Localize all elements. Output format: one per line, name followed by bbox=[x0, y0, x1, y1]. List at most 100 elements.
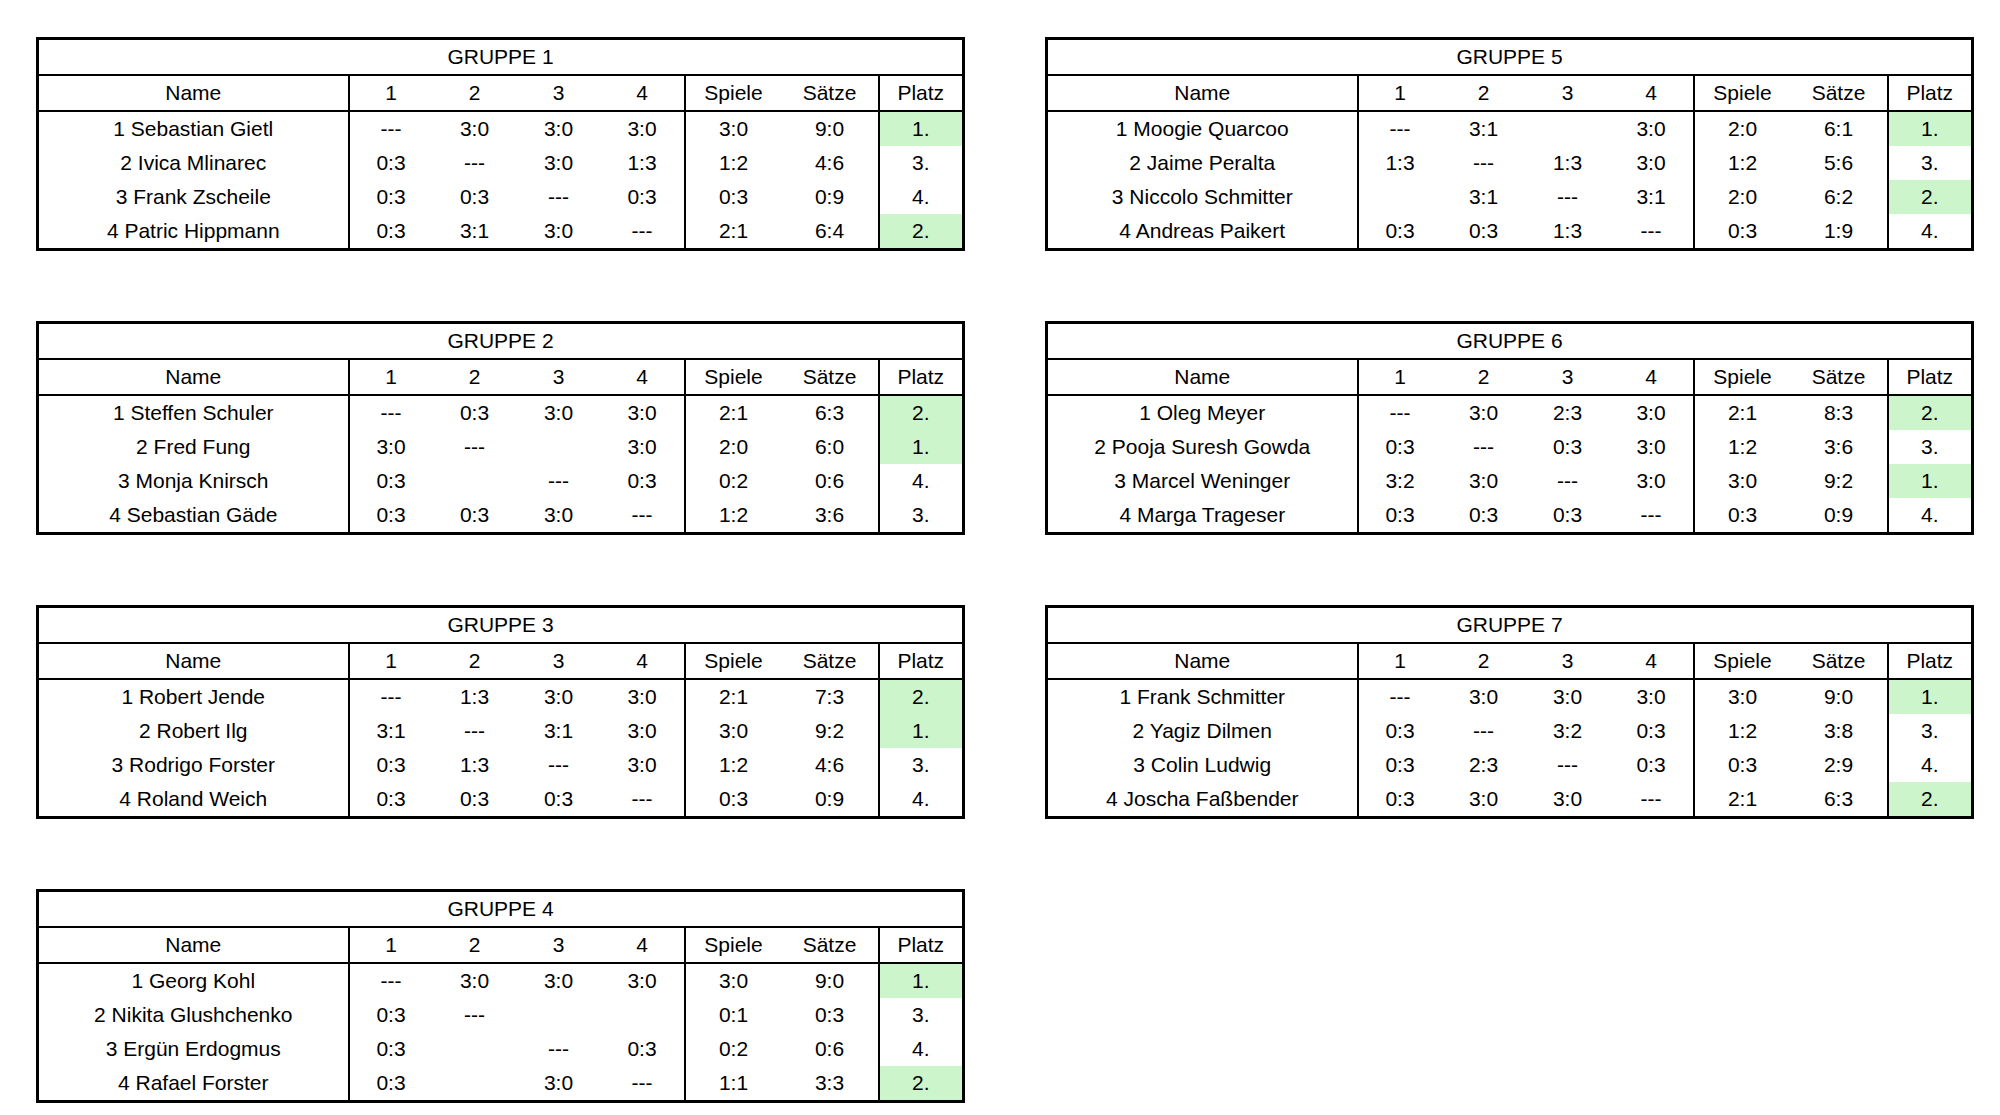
result-cell: 0:3 bbox=[1610, 748, 1694, 782]
result-cell: 3:0 bbox=[517, 146, 601, 180]
result-cell: 3:0 bbox=[601, 748, 685, 782]
col-header-round-1: 1 bbox=[349, 643, 433, 679]
platz-cell: 3. bbox=[879, 748, 964, 782]
result-cell: 0:3 bbox=[1442, 214, 1526, 250]
player-name-cell: 3 Marcel Weninger bbox=[1047, 464, 1358, 498]
saetze-cell: 3:8 bbox=[1791, 714, 1888, 748]
player-row: 1 Robert Jende---1:33:03:02:17:32. bbox=[38, 679, 964, 714]
result-cell: 3:0 bbox=[1610, 395, 1694, 430]
col-header-round-1: 1 bbox=[1358, 75, 1442, 111]
col-header-round-4: 4 bbox=[601, 359, 685, 395]
platz-cell: 1. bbox=[1888, 464, 1973, 498]
player-row: 2 Pooja Suresh Gowda0:3---0:33:01:23:63. bbox=[1047, 430, 1973, 464]
spiele-cell: 0:3 bbox=[1694, 214, 1791, 250]
col-header-round-3: 3 bbox=[517, 643, 601, 679]
saetze-cell: 9:0 bbox=[1791, 679, 1888, 714]
player-row: 1 Georg Kohl---3:03:03:03:09:01. bbox=[38, 963, 964, 998]
col-header-round-4: 4 bbox=[601, 643, 685, 679]
col-header-spiele: Spiele bbox=[685, 75, 782, 111]
result-cell: --- bbox=[517, 464, 601, 498]
saetze-cell: 6:0 bbox=[782, 430, 879, 464]
platz-cell: 2. bbox=[879, 679, 964, 714]
platz-cell: 4. bbox=[1888, 498, 1973, 534]
spiele-cell: 3:0 bbox=[685, 714, 782, 748]
result-cell: 0:3 bbox=[517, 782, 601, 818]
col-header-saetze: Sätze bbox=[782, 927, 879, 963]
result-cell: 0:3 bbox=[1358, 714, 1442, 748]
result-cell: 1:3 bbox=[433, 748, 517, 782]
col-header-spiele: Spiele bbox=[1694, 643, 1791, 679]
player-row: 3 Rodrigo Forster0:31:3---3:01:24:63. bbox=[38, 748, 964, 782]
spiele-cell: 3:0 bbox=[1694, 679, 1791, 714]
col-header-spiele: Spiele bbox=[685, 643, 782, 679]
player-row: 4 Andreas Paikert0:30:31:3---0:31:94. bbox=[1047, 214, 1973, 250]
spiele-cell: 0:3 bbox=[685, 180, 782, 214]
col-header-name: Name bbox=[1047, 75, 1358, 111]
result-cell: 3:0 bbox=[517, 498, 601, 534]
col-header-round-3: 3 bbox=[1526, 75, 1610, 111]
result-cell: --- bbox=[1358, 679, 1442, 714]
result-cell: 3:1 bbox=[517, 714, 601, 748]
spiele-cell: 1:2 bbox=[1694, 146, 1791, 180]
player-row: 1 Sebastian Gietl---3:03:03:03:09:01. bbox=[38, 111, 964, 146]
result-cell: --- bbox=[517, 1032, 601, 1066]
player-name-cell: 4 Andreas Paikert bbox=[1047, 214, 1358, 250]
left-column: GRUPPE 1Name1234SpieleSätzePlatz1 Sebast… bbox=[36, 37, 965, 1103]
result-cell: 3:0 bbox=[517, 395, 601, 430]
player-row: 3 Frank Zscheile0:30:3---0:30:30:94. bbox=[38, 180, 964, 214]
platz-cell: 4. bbox=[879, 464, 964, 498]
result-cell: --- bbox=[433, 714, 517, 748]
result-cell: 3:0 bbox=[601, 395, 685, 430]
result-cell: 3:0 bbox=[1610, 679, 1694, 714]
player-name-cell: 3 Frank Zscheile bbox=[38, 180, 349, 214]
player-row: 1 Oleg Meyer---3:02:33:02:18:32. bbox=[1047, 395, 1973, 430]
result-cell: --- bbox=[1442, 146, 1526, 180]
result-cell: 3:0 bbox=[1442, 782, 1526, 818]
result-cell: --- bbox=[601, 498, 685, 534]
saetze-cell: 6:1 bbox=[1791, 111, 1888, 146]
col-header-name: Name bbox=[38, 75, 349, 111]
col-header-round-2: 2 bbox=[433, 359, 517, 395]
player-name-cell: 1 Oleg Meyer bbox=[1047, 395, 1358, 430]
result-cell: 0:3 bbox=[349, 1066, 433, 1102]
group-table-1: GRUPPE 1Name1234SpieleSätzePlatz1 Sebast… bbox=[36, 37, 965, 251]
result-cell: 0:3 bbox=[601, 180, 685, 214]
spiele-cell: 1:2 bbox=[685, 146, 782, 180]
result-cell: 3:0 bbox=[601, 111, 685, 146]
col-header-round-3: 3 bbox=[517, 359, 601, 395]
result-cell: 1:3 bbox=[601, 146, 685, 180]
spiele-cell: 3:0 bbox=[685, 963, 782, 998]
col-header-round-2: 2 bbox=[433, 927, 517, 963]
group-title-row: GRUPPE 7 bbox=[1047, 607, 1973, 644]
result-cell: 0:3 bbox=[1442, 498, 1526, 534]
platz-cell: 4. bbox=[879, 1032, 964, 1066]
col-header-name: Name bbox=[38, 643, 349, 679]
result-cell: 0:3 bbox=[1358, 782, 1442, 818]
result-cell: 3:0 bbox=[1610, 464, 1694, 498]
spiele-cell: 2:1 bbox=[685, 679, 782, 714]
saetze-cell: 6:2 bbox=[1791, 180, 1888, 214]
player-name-cell: 4 Marga Trageser bbox=[1047, 498, 1358, 534]
result-cell: --- bbox=[433, 998, 517, 1032]
result-cell: 3:0 bbox=[1442, 464, 1526, 498]
result-cell: 3:0 bbox=[349, 430, 433, 464]
result-cell: 3:0 bbox=[517, 1066, 601, 1102]
platz-cell: 3. bbox=[879, 146, 964, 180]
spiele-cell: 2:1 bbox=[685, 395, 782, 430]
player-row: 2 Jaime Peralta1:3---1:33:01:25:63. bbox=[1047, 146, 1973, 180]
group-table-7: GRUPPE 7Name1234SpieleSätzePlatz1 Frank … bbox=[1045, 605, 1974, 819]
result-cell: 3:0 bbox=[433, 963, 517, 998]
col-header-round-2: 2 bbox=[1442, 643, 1526, 679]
saetze-cell: 6:3 bbox=[1791, 782, 1888, 818]
saetze-cell: 9:0 bbox=[782, 963, 879, 998]
group-title: GRUPPE 7 bbox=[1047, 607, 1973, 644]
saetze-cell: 4:6 bbox=[782, 748, 879, 782]
player-row: 2 Yagiz Dilmen0:3---3:20:31:23:83. bbox=[1047, 714, 1973, 748]
result-cell: 1:3 bbox=[1526, 214, 1610, 250]
result-cell: --- bbox=[1358, 111, 1442, 146]
result-cell: 0:3 bbox=[601, 464, 685, 498]
group-table-3: GRUPPE 3Name1234SpieleSätzePlatz1 Robert… bbox=[36, 605, 965, 819]
result-cell: 3:0 bbox=[601, 430, 685, 464]
platz-cell: 1. bbox=[879, 111, 964, 146]
player-name-cell: 1 Steffen Schuler bbox=[38, 395, 349, 430]
